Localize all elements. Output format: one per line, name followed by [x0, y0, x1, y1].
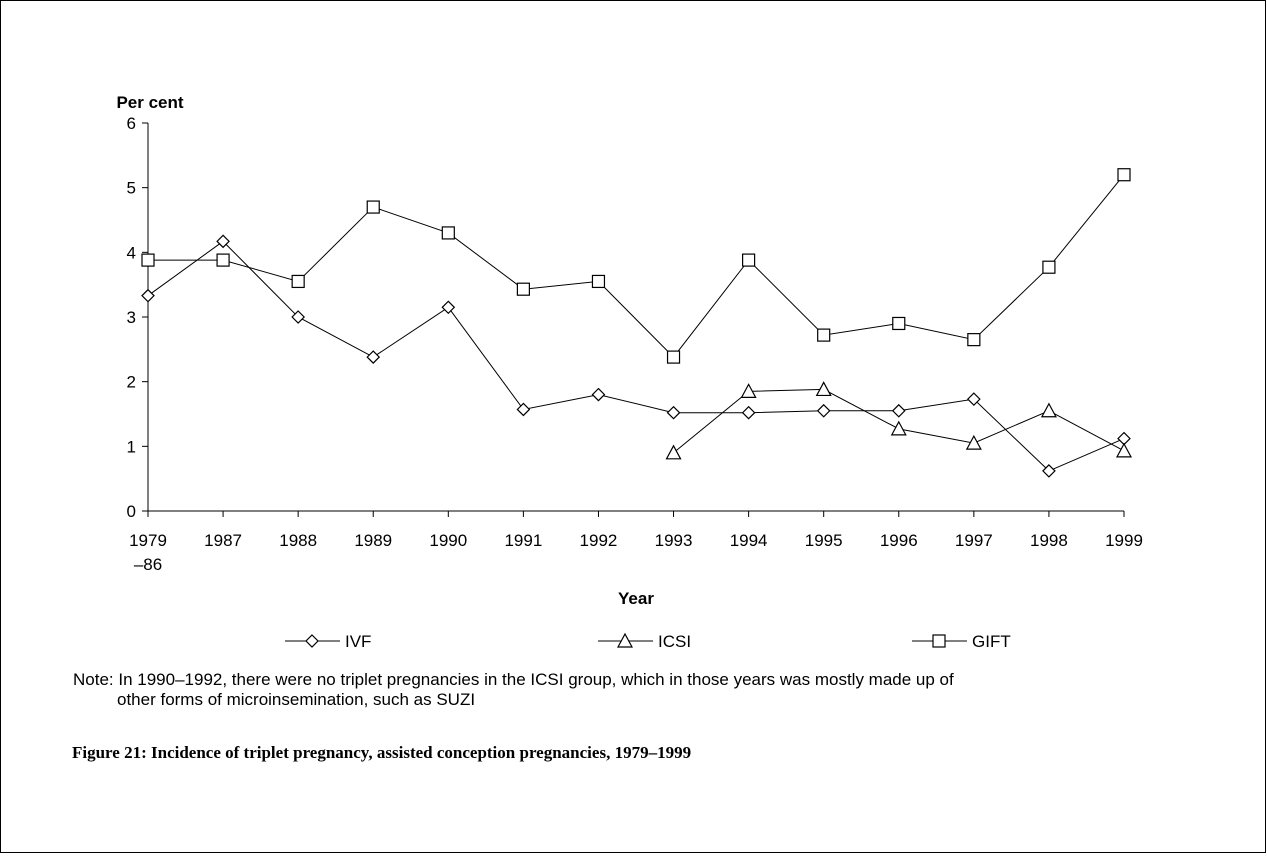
marker [932, 634, 946, 648]
marker [742, 253, 756, 267]
marker [366, 200, 380, 214]
note-line: Note: In 1990–1992, there were no triple… [73, 670, 954, 689]
marker [216, 234, 230, 249]
x-tick-label: 1999 [1105, 531, 1143, 550]
x-tick-label: 1988 [279, 531, 317, 550]
note-line: other forms of microinsemination, such a… [117, 690, 475, 709]
legend-item: ICSI [598, 632, 691, 651]
marker [741, 405, 756, 420]
marker [815, 381, 832, 397]
x-tick-label: 1995 [805, 531, 843, 550]
y-tick-label: 0 [127, 502, 136, 521]
marker [967, 333, 981, 347]
legend-label: IVF [345, 632, 371, 651]
marker [516, 282, 530, 296]
marker [666, 405, 681, 420]
y-tick-label: 4 [127, 243, 136, 262]
y-tick-label: 2 [127, 373, 136, 392]
marker [291, 274, 305, 289]
x-tick-label: 1998 [1030, 531, 1068, 550]
y-tick-label: 6 [127, 114, 136, 133]
x-tick-label: 1994 [730, 531, 768, 550]
marker [966, 392, 981, 406]
marker [890, 420, 907, 436]
x-tick-label: 1996 [880, 531, 918, 550]
marker [892, 316, 906, 331]
marker [666, 350, 681, 364]
marker [1117, 168, 1131, 182]
legend-label: GIFT [972, 632, 1011, 651]
legend-label: ICSI [658, 632, 691, 651]
marker [816, 403, 831, 418]
marker [1042, 464, 1056, 478]
x-tick-label: 1991 [504, 531, 542, 550]
x-tick-label: 1992 [580, 531, 618, 550]
marker [591, 274, 606, 289]
marker [616, 632, 634, 648]
x-tick-label: 1987 [204, 531, 242, 550]
x-tick-label: 1989 [354, 531, 392, 550]
marker [141, 253, 155, 267]
y-axis-title: Per cent [116, 93, 183, 112]
marker [141, 288, 155, 303]
marker [665, 444, 682, 460]
marker [891, 403, 906, 418]
x-tick-label: 1979 –86 [129, 531, 167, 574]
marker [1042, 260, 1056, 274]
marker [366, 350, 381, 364]
marker [305, 634, 319, 648]
marker [1040, 402, 1057, 418]
marker [441, 226, 455, 240]
marker [740, 383, 757, 398]
marker [441, 300, 456, 315]
marker [216, 253, 230, 267]
series-line [148, 174, 1125, 358]
x-tick-label: 1990 [429, 531, 467, 550]
y-tick-label: 5 [127, 179, 136, 198]
x-tick-label: 1993 [655, 531, 693, 550]
caption: Figure 21: Incidence of triplet pregnanc… [72, 743, 691, 762]
series-line [147, 240, 1125, 472]
marker [817, 328, 831, 342]
marker [291, 310, 306, 324]
marker [516, 402, 531, 417]
x-axis-title: Year [618, 589, 654, 608]
y-tick-label: 1 [127, 437, 136, 456]
marker [965, 434, 982, 450]
marker [1115, 442, 1133, 458]
x-tick-label: 1997 [955, 531, 993, 550]
legend-item: IVF [285, 632, 371, 651]
marker [591, 387, 606, 402]
legend-item: GIFT [912, 632, 1011, 651]
y-tick-label: 3 [127, 308, 136, 327]
